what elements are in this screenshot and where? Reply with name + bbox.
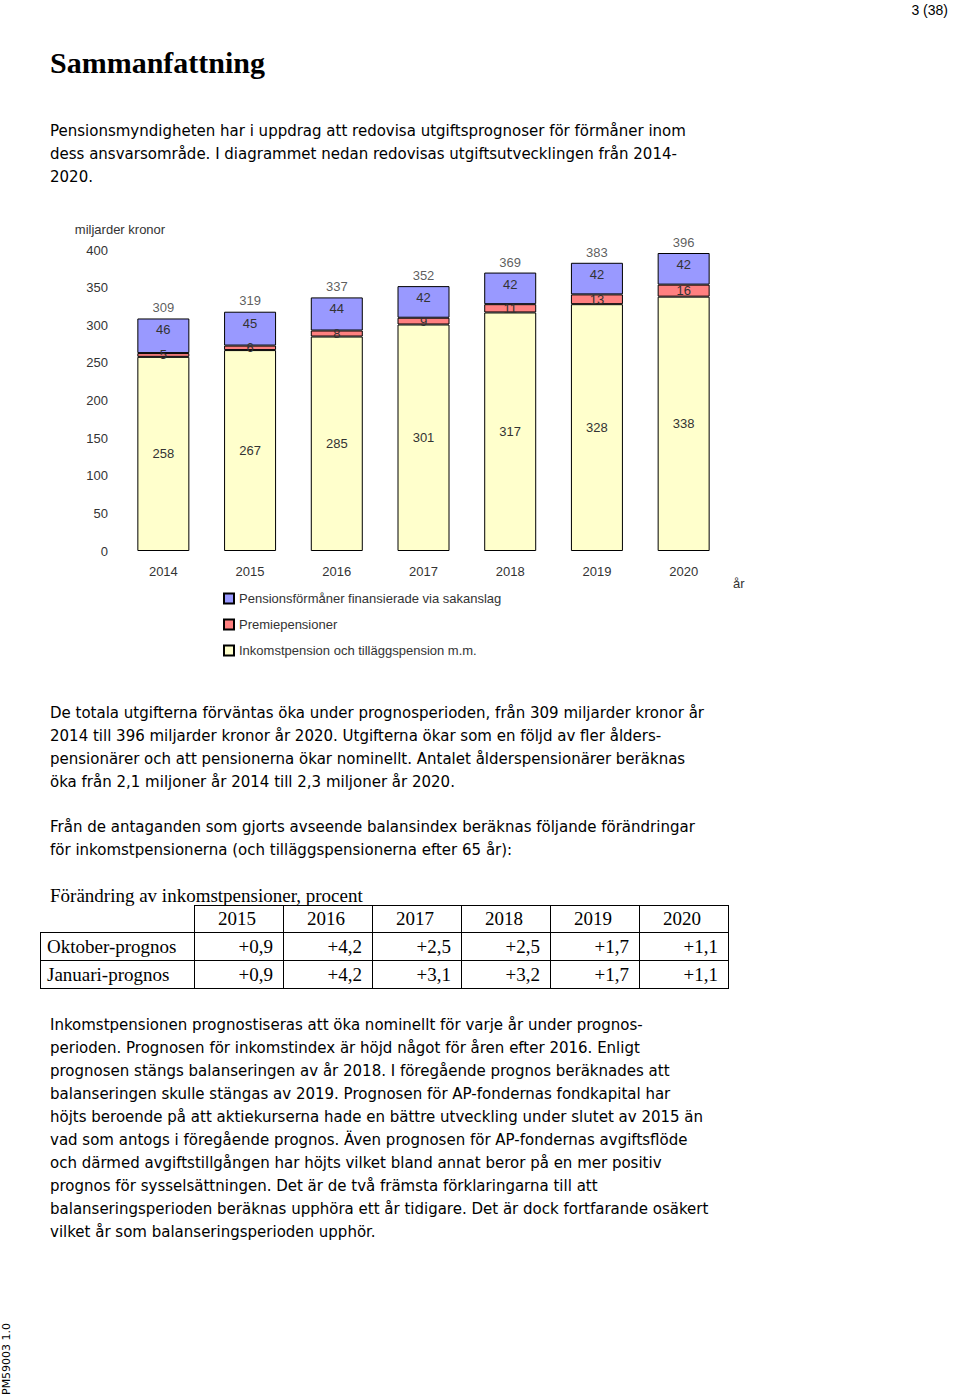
svg-text:396: 396: [673, 235, 695, 250]
svg-text:317: 317: [499, 424, 521, 439]
svg-text:42: 42: [503, 277, 517, 292]
svg-text:5: 5: [160, 347, 167, 362]
html-text:PM59003 1.0: PM59003 1.0: [0, 1322, 13, 1395]
html-text:+1,7: +1,7: [594, 935, 629, 957]
html-text:prognos för sysselsättningen.: prognos för sysselsättningen. Det är de …: [50, 1177, 598, 1195]
svg-text:200: 200: [86, 393, 108, 408]
svg-text:300: 300: [86, 318, 108, 333]
svg-text:338: 338: [673, 416, 695, 431]
svg-text:8: 8: [333, 326, 340, 341]
html-text:+1,1: +1,1: [683, 935, 718, 957]
html-text:2014 till 396 miljarder kronor: 2014 till 396 miljarder kronor år 2020. …: [50, 727, 662, 745]
html-text:2018: 2018: [485, 908, 523, 929]
html-text:De totala utgifterna förväntas: De totala utgifterna förväntas öka under…: [50, 704, 704, 722]
svg-text:42: 42: [676, 257, 690, 272]
svg-text:år: år: [733, 576, 745, 591]
html-text:Oktober-prognos: Oktober-prognos: [47, 935, 177, 957]
html-text:vilket år som balanseringsperi: vilket år som balanseringsperioden upphö…: [50, 1223, 376, 1241]
html-text:2020: 2020: [663, 908, 701, 929]
svg-text:352: 352: [413, 268, 435, 283]
svg-text:miljarder kronor: miljarder kronor: [75, 222, 166, 237]
html-text:vad som antogs i föregående pr: vad som antogs i föregående prognos. Äve…: [50, 1131, 688, 1149]
svg-text:2014: 2014: [149, 564, 178, 579]
svg-text:Inkomstpension och tilläggspen: Inkomstpension och tilläggspension m.m.: [239, 643, 477, 658]
svg-text:11: 11: [503, 301, 517, 316]
svg-text:0: 0: [101, 544, 108, 559]
svg-text:369: 369: [499, 255, 521, 270]
svg-text:267: 267: [239, 443, 261, 458]
svg-text:285: 285: [326, 436, 348, 451]
html-text:Från de antaganden som gjorts: Från de antaganden som gjorts avseende b…: [50, 818, 695, 836]
svg-text:42: 42: [590, 267, 604, 282]
html-text:+1,1: +1,1: [683, 963, 718, 985]
svg-text:13: 13: [590, 292, 604, 307]
html-text:balanseringen skulle stängas a: balanseringen skulle stängas av 2019. Pr…: [50, 1085, 671, 1103]
html-text:+3,1: +3,1: [416, 963, 451, 985]
html-text:prognosen stängs balanseringen: prognosen stängs balanseringen av år 201…: [50, 1062, 670, 1080]
html-text:2020.: 2020.: [50, 168, 93, 186]
html-text:höjts beroende på att aktiekur: höjts beroende på att aktiekurserna hade…: [50, 1108, 703, 1126]
svg-text:Premiepensioner: Premiepensioner: [239, 617, 338, 632]
html-text:+0,9: +0,9: [238, 963, 273, 985]
svg-text:400: 400: [86, 243, 108, 258]
svg-text:100: 100: [86, 468, 108, 483]
html-text:+3,2: +3,2: [505, 963, 540, 985]
svg-text:301: 301: [413, 430, 435, 445]
html-text:Förändring av inkomstpensioner: Förändring av inkomstpensioner, procent: [50, 885, 363, 906]
html-text:2019: 2019: [574, 908, 612, 929]
html-text:balanseringsperioden beräknas: balanseringsperioden beräknas upphöra et…: [50, 1200, 709, 1218]
svg-text:319: 319: [239, 293, 261, 308]
svg-text:2016: 2016: [322, 564, 351, 579]
svg-text:383: 383: [586, 245, 608, 260]
svg-text:328: 328: [586, 420, 608, 435]
svg-text:6: 6: [246, 340, 253, 355]
html-text:+0,9: +0,9: [238, 935, 273, 957]
svg-text:337: 337: [326, 279, 348, 294]
svg-text:350: 350: [86, 280, 108, 295]
html-text:+4,2: +4,2: [327, 935, 362, 957]
html-text:+2,5: +2,5: [416, 935, 451, 957]
html-text:perioden. Prognosen för inkoms: perioden. Prognosen för inkomstindex är …: [50, 1039, 640, 1057]
html-text:Inkomstpensionen prognostisera: Inkomstpensionen prognostiseras att öka …: [50, 1016, 643, 1034]
svg-text:2018: 2018: [496, 564, 525, 579]
svg-text:309: 309: [153, 300, 175, 315]
html-text:2016: 2016: [307, 908, 345, 929]
svg-text:44: 44: [330, 301, 344, 316]
svg-text:2017: 2017: [409, 564, 438, 579]
svg-text:2015: 2015: [236, 564, 265, 579]
svg-text:2020: 2020: [669, 564, 698, 579]
svg-text:50: 50: [94, 506, 108, 521]
html-text:2017: 2017: [396, 908, 434, 929]
html-text:öka från 2,1 miljoner år 2014: öka från 2,1 miljoner år 2014 till 2,3 m…: [50, 773, 455, 791]
html-text:pensionärer och att pensionern: pensionärer och att pensionerna ökar nom…: [50, 750, 686, 768]
svg-text:250: 250: [86, 355, 108, 370]
html-text:dess ansvarsområde. I diagramm: dess ansvarsområde. I diagrammet nedan r…: [50, 145, 677, 163]
svg-text:9: 9: [420, 314, 427, 329]
svg-text:46: 46: [156, 322, 170, 337]
html-text:+2,5: +2,5: [505, 935, 540, 957]
svg-text:16: 16: [676, 283, 690, 298]
svg-text:2019: 2019: [582, 564, 611, 579]
html-text:Sammanfattning: Sammanfattning: [50, 46, 265, 79]
svg-text:45: 45: [243, 316, 257, 331]
html-text:+1,7: +1,7: [594, 963, 629, 985]
html-text:Pensionsmyndigheten har i uppd: Pensionsmyndigheten har i uppdrag att re…: [50, 122, 686, 140]
svg-text:258: 258: [153, 446, 175, 461]
svg-text:42: 42: [416, 290, 430, 305]
html-text:för inkomstpensionerna (och ti: för inkomstpensionerna (och tilläggspens…: [50, 841, 513, 859]
html-text:+4,2: +4,2: [327, 963, 362, 985]
svg-text:150: 150: [86, 431, 108, 446]
html-text:Januari-prognos: Januari-prognos: [47, 963, 170, 985]
html-text:3 (38): 3 (38): [911, 2, 948, 18]
html-text:och därmed avgiftstillgången h: och därmed avgiftstillgången har höjts v…: [50, 1154, 662, 1172]
html-text:2015: 2015: [218, 908, 256, 929]
svg-text:Pensionsförmåner finansierade: Pensionsförmåner finansierade via sakans…: [239, 591, 501, 606]
